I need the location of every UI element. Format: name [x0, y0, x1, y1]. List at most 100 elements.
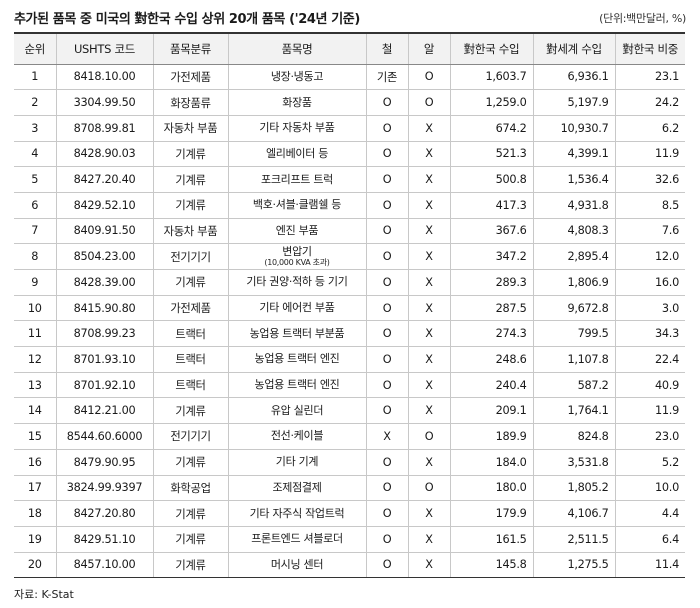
cell-rank: 9 — [14, 269, 56, 296]
cell-item-name: 변압기 (10,000 KVA 초과) — [227, 243, 366, 270]
cell-steel: O — [365, 141, 408, 168]
cell-item-name: 프론트엔드 셔블로더 — [227, 526, 366, 553]
cell-steel: O — [365, 500, 408, 527]
cell-item-name: 머시닝 센터 — [227, 552, 366, 579]
title-row: 추가된 품목 중 미국의 對한국 수입 상위 20개 품목 ('24년 기준) … — [0, 0, 700, 30]
cell-code: 8409.91.50 — [55, 218, 153, 245]
cell-world-import: 1,805.2 — [532, 475, 615, 502]
table-row: 5 8427.20.40 기계류 포크리프트 트럭 O X 500.8 1,536.4 32.6 — [14, 166, 685, 193]
cell-code: 8429.51.10 — [55, 526, 153, 553]
cell-category: 기계류 — [152, 552, 228, 579]
cell-category: 트랙터 — [152, 372, 228, 399]
table-row: 6 8429.52.10 기계류 백호·셔블·클램쉘 등 O X 417.3 4,931.8 8… — [14, 192, 685, 219]
cell-korea-share: 16.0 — [614, 269, 685, 296]
cell-code: 8428.39.00 — [55, 269, 153, 296]
table-body: 1 8418.10.00 가전제품 냉장·냉동고 기존 O 1,603.7 6,936.1 23… — [14, 64, 685, 579]
cell-korea-share: 40.9 — [614, 372, 685, 399]
cell-code: 8544.60.6000 — [55, 423, 153, 450]
cell-item-name: 기타 기계 — [227, 449, 366, 476]
cell-rank: 3 — [14, 115, 56, 142]
cell-korea-share: 23.0 — [614, 423, 685, 450]
cell-item-name: 엘리베이터 등 — [227, 141, 366, 168]
cell-category: 기계류 — [152, 449, 228, 476]
col-header-world-import: 對세계 수입 — [532, 32, 615, 65]
cell-code: 8504.23.00 — [55, 243, 153, 270]
cell-world-import: 587.2 — [532, 372, 615, 399]
cell-korea-import: 145.8 — [449, 552, 533, 579]
item-name-text: 기타 에어컨 부품 — [259, 301, 335, 315]
table-row: 13 8701.92.10 트랙터 농업용 트랙터 엔진 O X 240.4 587.2 40.… — [14, 372, 685, 399]
cell-category: 기계류 — [152, 500, 228, 527]
cell-world-import: 1,536.4 — [532, 166, 615, 193]
cell-korea-share: 6.4 — [614, 526, 685, 553]
cell-code: 8708.99.23 — [55, 320, 153, 348]
cell-world-import: 3,531.8 — [532, 449, 615, 476]
cell-category: 기계류 — [152, 526, 228, 553]
cell-code: 3304.99.50 — [55, 89, 153, 116]
cell-world-import: 799.5 — [532, 320, 615, 348]
table-row: 19 8429.51.10 기계류 프론트엔드 셔블로더 O X 161.5 2,511.5 6… — [14, 526, 685, 553]
cell-aluminum: X — [407, 243, 450, 270]
cell-aluminum: X — [407, 192, 450, 219]
col-header-name: 품목명 — [227, 32, 366, 65]
table-row: 1 8418.10.00 가전제품 냉장·냉동고 기존 O 1,603.7 6,936.1 23… — [14, 64, 685, 91]
cell-korea-import: 1,603.7 — [449, 64, 533, 91]
cell-rank: 17 — [14, 475, 56, 502]
cell-item-name: 백호·셔블·클램쉘 등 — [227, 192, 366, 219]
cell-aluminum: X — [407, 218, 450, 245]
cell-category: 전기기기 — [152, 243, 228, 270]
source-note: 자료: K-Stat — [14, 588, 74, 601]
cell-rank: 7 — [14, 218, 56, 245]
cell-world-import: 4,399.1 — [532, 141, 615, 168]
cell-korea-import: 521.3 — [449, 141, 533, 168]
table-row: 15 8544.60.6000 전기기기 전선·케이블 X O 189.9 824.8 23.0 — [14, 423, 685, 450]
cell-steel: O — [365, 552, 408, 579]
item-name-text: 전선·케이블 — [270, 429, 324, 443]
cell-korea-import: 161.5 — [449, 526, 533, 553]
cell-korea-share: 8.5 — [614, 192, 685, 219]
cell-rank: 1 — [14, 64, 56, 91]
cell-item-name: 농업용 트랙터 엔진 — [227, 346, 366, 373]
cell-world-import: 4,931.8 — [532, 192, 615, 219]
cell-code: 8418.10.00 — [55, 64, 153, 91]
cell-item-name: 조제점결제 — [227, 475, 366, 502]
cell-rank: 5 — [14, 166, 56, 193]
cell-code: 8708.99.81 — [55, 115, 153, 142]
cell-steel: O — [365, 243, 408, 270]
cell-korea-import: 179.9 — [449, 500, 533, 527]
cell-steel: O — [365, 166, 408, 193]
cell-item-name: 냉장·냉동고 — [227, 64, 366, 91]
cell-world-import: 4,808.3 — [532, 218, 615, 245]
cell-category: 화장품류 — [152, 89, 228, 116]
table-row: 16 8479.90.95 기계류 기타 기계 O X 184.0 3,531.8 5.2 — [14, 449, 685, 476]
cell-aluminum: O — [407, 64, 450, 91]
cell-rank: 15 — [14, 423, 56, 450]
cell-world-import: 2,895.4 — [532, 243, 615, 270]
item-name-text: 농업용 트랙터 엔진 — [254, 352, 340, 366]
cell-category: 기계류 — [152, 397, 228, 425]
cell-steel: O — [365, 269, 408, 296]
cell-korea-import: 1,259.0 — [449, 89, 533, 116]
cell-aluminum: X — [407, 269, 450, 296]
cell-code: 8427.20.80 — [55, 500, 153, 527]
cell-code: 8429.52.10 — [55, 192, 153, 219]
cell-category: 기계류 — [152, 166, 228, 193]
cell-world-import: 1,806.9 — [532, 269, 615, 296]
cell-category: 트랙터 — [152, 346, 228, 373]
cell-korea-import: 417.3 — [449, 192, 533, 219]
unit-note: (단위:백만달러, %) — [599, 12, 686, 25]
cell-korea-share: 12.0 — [614, 243, 685, 270]
cell-item-name: 포크리프트 트럭 — [227, 166, 366, 193]
cell-code: 8415.90.80 — [55, 295, 153, 322]
cell-rank: 4 — [14, 141, 56, 168]
cell-world-import: 824.8 — [532, 423, 615, 450]
cell-world-import: 9,672.8 — [532, 295, 615, 322]
col-header-rank: 순위 — [14, 32, 56, 65]
col-header-korea-import: 對한국 수입 — [449, 32, 533, 65]
cell-category: 가전제품 — [152, 64, 228, 91]
item-name-text: 머시닝 센터 — [270, 557, 324, 571]
cell-aluminum: X — [407, 526, 450, 553]
item-name-text: 엘리베이터 등 — [265, 146, 329, 160]
cell-world-import: 10,930.7 — [532, 115, 615, 142]
